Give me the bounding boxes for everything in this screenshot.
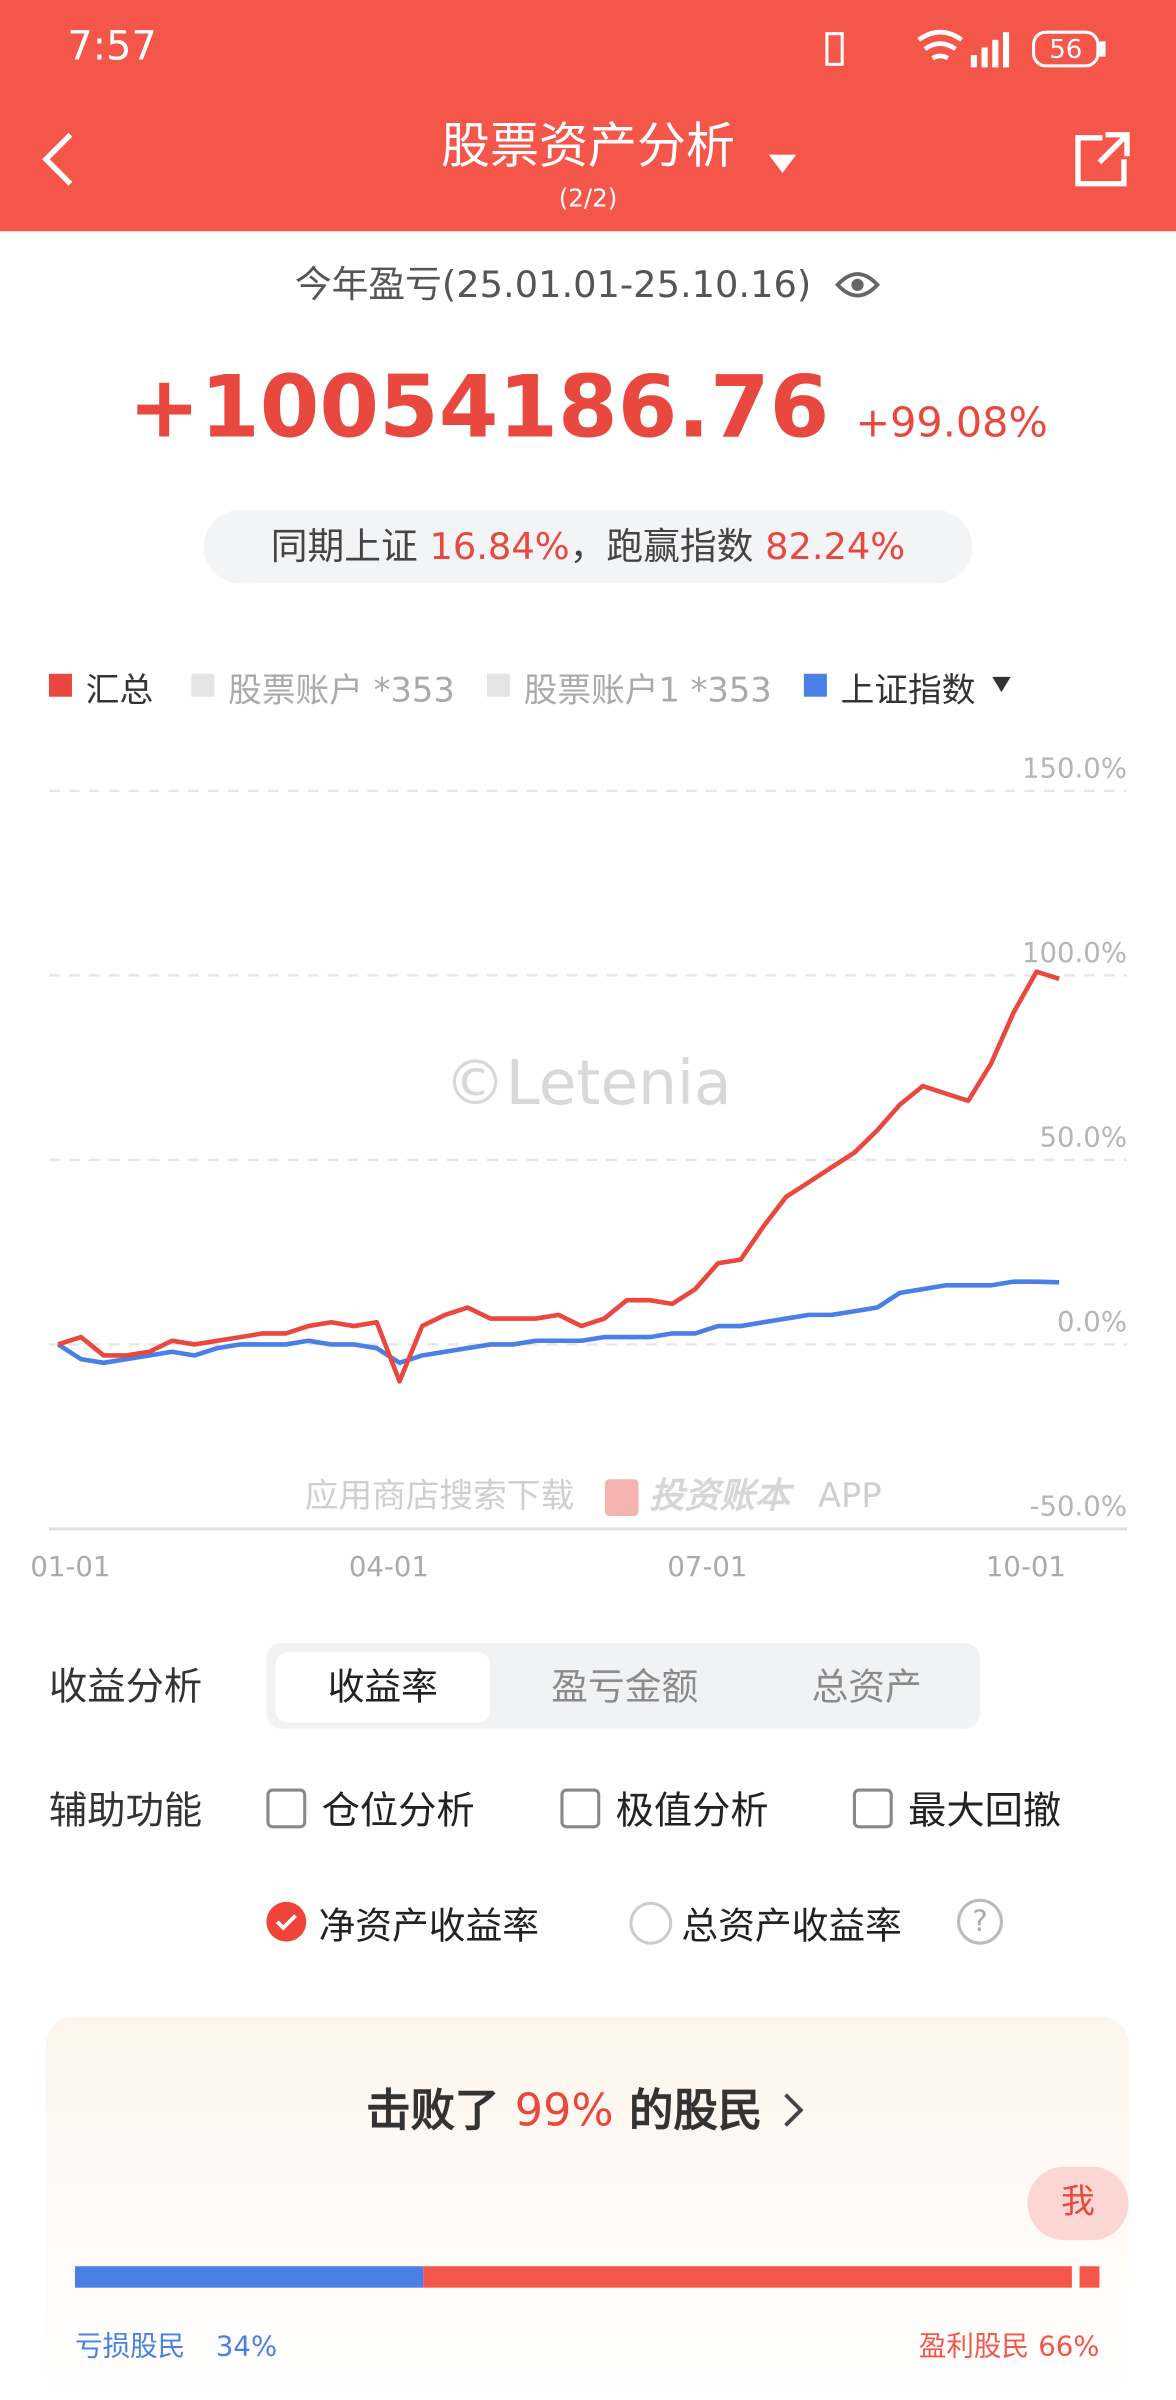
ranking-category: 亏损股民 (75, 2330, 185, 2362)
x-tick-label: 10-01 (986, 1551, 1066, 1583)
ranking-category: 盈利股民 (919, 2330, 1029, 2362)
status-time: 7:57 (67, 24, 157, 71)
legend-label[interactable]: 股票账户1 *353 (523, 672, 772, 711)
checkbox[interactable] (852, 1788, 893, 1829)
legend-swatch (803, 673, 827, 697)
profit-row: +10054186.76 +99.08% (0, 358, 1176, 458)
legend-label[interactable]: 汇总 (85, 672, 154, 711)
compare-pill: 同期上证 16.84%，跑赢指数 82.24% (203, 509, 973, 584)
legend-swatch (191, 673, 215, 697)
ranking-value: 66% (1038, 2330, 1099, 2362)
compare-prefix: 同期上证 (270, 525, 418, 569)
battery-level: 56 (1049, 35, 1082, 65)
chart: ©Letenia 应用商店搜索下载 投资账本 APP -50.0% 0.0% 50.… (30, 752, 1127, 1583)
me-marker (1071, 2261, 1080, 2293)
ranking-value: 34% (216, 2330, 277, 2362)
title-dropdown[interactable] (766, 150, 800, 178)
x-tick-label: 01-01 (30, 1551, 110, 1583)
x-tick-label: 04-01 (349, 1551, 429, 1583)
period-row: 今年盈亏(25.01.01-25.10.16) (0, 254, 1176, 308)
analysis-label: 收益分析 (49, 1664, 203, 1709)
tab[interactable]: 盈亏金额 (551, 1666, 699, 1709)
eye-toggle[interactable] (835, 268, 881, 302)
radio-check (275, 1914, 297, 1931)
legend-swatch (49, 673, 72, 697)
ranking-segment (423, 2266, 1100, 2288)
series-line (57, 969, 1060, 1384)
help-icon[interactable]: ? (957, 1898, 1003, 1945)
ranking-arrow (784, 2093, 804, 2127)
legend-label[interactable]: 上证指数 (840, 672, 976, 711)
checkbox-label: 最大回撤 (908, 1788, 1062, 1833)
profit-amount: +10054186.76 (128, 358, 830, 458)
promo-logo (604, 1479, 639, 1516)
profit-return: +99.08% (855, 399, 1048, 448)
radio-label: 总资产收益率 (681, 1904, 902, 1948)
ranking-bar: 亏损股民 34% 66% 盈利股民 (75, 2261, 1100, 2362)
tab[interactable]: 总资产 (811, 1666, 922, 1709)
y-tick-label: -50.0% (1030, 1491, 1127, 1523)
y-tick-label: 50.0% (1039, 1121, 1127, 1153)
excess-return: 82.24% (765, 525, 906, 569)
tab[interactable]: 收益率 (275, 1652, 490, 1723)
x-tick-label: 07-01 (667, 1551, 747, 1583)
me-bubble: 我 (1027, 2166, 1129, 2241)
ranking-percent: 99% (514, 2084, 614, 2137)
series-line (56, 1279, 1060, 1366)
ranking-card: 击败了 99% 的股民 我 亏损股民 34% 66% 盈利股民 (45, 2016, 1129, 2400)
y-tick-label: 150.0% (1022, 752, 1127, 784)
checkbox-label: 极值分析 (615, 1788, 769, 1833)
promo-text: 应用商店搜索下载 (305, 1476, 574, 1515)
checkbox[interactable] (560, 1788, 601, 1829)
tab-group: 收益率 盈亏金额 总资产 (266, 1643, 980, 1729)
legend-dropdown (992, 676, 1011, 693)
ranking-prefix: 击败了 (366, 2084, 500, 2137)
status-icons: 56 (825, 29, 1106, 68)
page-title[interactable]: 股票资产分析 (440, 116, 735, 175)
radio-label: 净资产收益率 (318, 1904, 540, 1948)
page-indicator: (2/2) (558, 183, 618, 213)
compare-mid: ，跑赢指数 (569, 525, 754, 569)
aux-label: 辅助功能 (49, 1788, 203, 1833)
share-button[interactable] (1072, 129, 1133, 190)
header-bar: 7:57 56 股票资产分析 (2/2) (0, 0, 1176, 232)
legend-label[interactable]: 股票账户 *353 (228, 672, 455, 711)
checkbox-label: 仓位分析 (321, 1788, 475, 1833)
index-return: 16.84% (429, 525, 570, 569)
period: 今年盈亏(25.01.01-25.10.16) (294, 263, 812, 307)
back-button[interactable] (37, 129, 83, 190)
y-tick-label: 100.0% (1022, 937, 1127, 969)
ranking-title[interactable]: 击败了 99% 的股民 (46, 2075, 1129, 2139)
checkbox[interactable] (266, 1788, 307, 1829)
ranking-suffix: 的股民 (629, 2084, 763, 2137)
legend-swatch (486, 673, 510, 697)
radio[interactable] (629, 1901, 673, 1945)
promo-suffix: APP (818, 1476, 882, 1515)
radio[interactable] (266, 1901, 307, 1942)
watermark: ©Letenia (444, 1048, 731, 1119)
y-tick-label: 0.0% (1057, 1306, 1127, 1338)
ranking-segment (75, 2266, 424, 2288)
promo-brand: 投资账本 (649, 1476, 795, 1517)
